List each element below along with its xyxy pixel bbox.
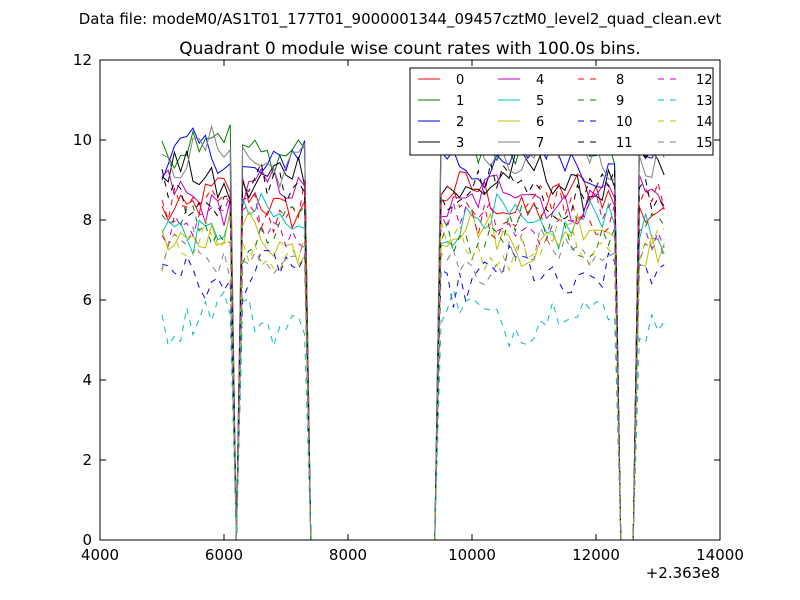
y-tick-label: 8 <box>82 211 92 229</box>
chart-title: Quadrant 0 module wise count rates with … <box>179 39 640 59</box>
legend-label: 8 <box>616 73 624 88</box>
x-tick-label: 4000 <box>81 546 119 564</box>
legend-label: 2 <box>456 115 464 130</box>
legend-label: 5 <box>536 94 544 109</box>
legend-label: 13 <box>696 94 713 109</box>
figure-suptitle: Data file: modeM0/AS1T01_177T01_90000013… <box>79 10 722 29</box>
x-tick-label: 14000 <box>696 546 744 564</box>
legend-label: 6 <box>536 115 544 130</box>
legend-label: 10 <box>616 115 633 130</box>
x-tick-label: 6000 <box>205 546 243 564</box>
y-tick-label: 0 <box>82 531 92 549</box>
plot-area <box>161 111 665 541</box>
legend-label: 14 <box>696 115 713 130</box>
legend-label: 12 <box>696 73 713 88</box>
y-tick-label: 12 <box>73 51 92 69</box>
x-tick-label: 10000 <box>448 546 496 564</box>
legend-label: 11 <box>616 136 633 151</box>
legend-label: 3 <box>456 136 464 151</box>
legend-label: 0 <box>456 73 464 88</box>
legend-label: 9 <box>616 94 624 109</box>
legend-label: 7 <box>536 136 544 151</box>
y-tick-label: 2 <box>82 451 92 469</box>
legend-box <box>409 67 714 156</box>
x-tick-label: 12000 <box>572 546 620 564</box>
y-tick-label: 6 <box>82 291 92 309</box>
series-line-8 <box>161 180 665 541</box>
x-tick-label: 8000 <box>329 546 367 564</box>
legend-label: 1 <box>456 94 464 109</box>
legend-label: 4 <box>536 73 544 88</box>
y-tick-label: 10 <box>73 131 92 149</box>
series-line-15 <box>161 225 665 541</box>
legend-label: 15 <box>696 136 713 151</box>
x-offset-label: +2.363e8 <box>646 564 720 582</box>
y-tick-label: 4 <box>82 371 92 389</box>
